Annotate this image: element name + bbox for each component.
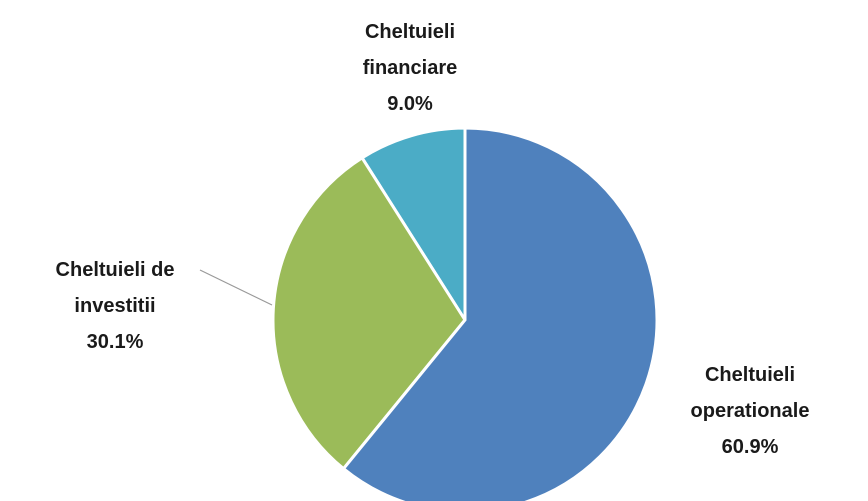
percent-label: 60.9% (721, 436, 779, 458)
data-label: Cheltuieli operationale 60.9% (660, 357, 840, 465)
pie-slice (271, 155, 467, 471)
percent-label: 9.0% (387, 93, 433, 115)
category-label: Cheltuieli operationale (690, 364, 810, 422)
percent-label: 30.1% (86, 331, 144, 353)
data-label: Cheltuieli financiare 9.0% (330, 14, 490, 122)
category-label: Cheltuieli financiare (362, 21, 458, 79)
data-label: Cheltuieli de investitii 30.1% (25, 252, 205, 360)
category-label: Cheltuieli de investitii (55, 259, 175, 317)
pie-slice (360, 126, 467, 326)
pie-slice (341, 126, 659, 501)
leader-line (199, 269, 273, 306)
